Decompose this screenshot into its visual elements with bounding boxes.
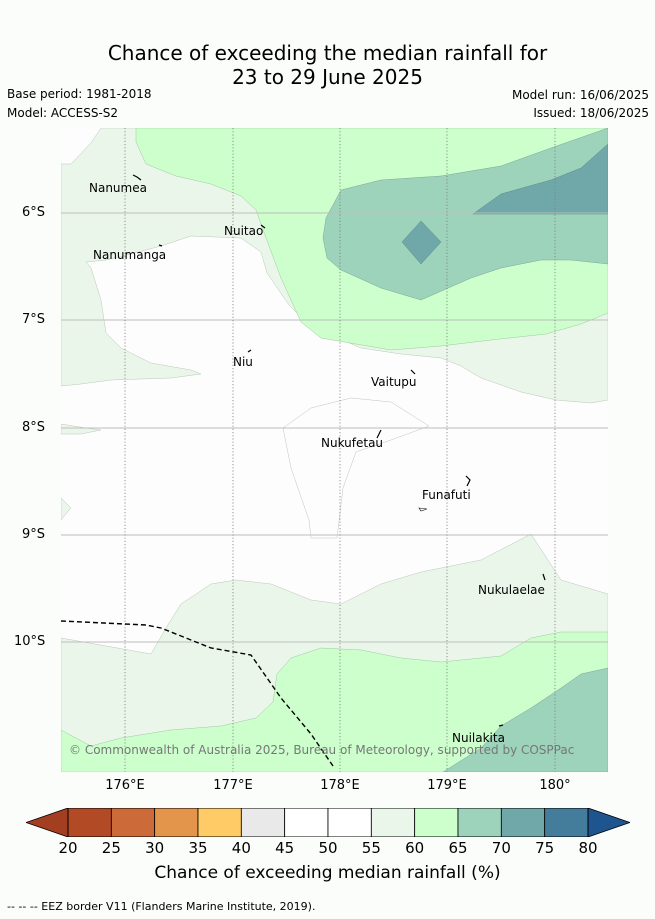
contour-65-70-south: [442, 667, 608, 772]
colorbar-tick-label: 60: [405, 839, 425, 857]
graticule-lat: [61, 212, 608, 643]
eez-legend-note: -- -- -- EEZ border V11 (Flanders Marine…: [7, 900, 316, 913]
island-funafuti-lagoon: [418, 507, 428, 512]
colorbar-cell: [67, 808, 112, 837]
copyright-notice: © Commonwealth of Australia 2025, Bureau…: [69, 743, 575, 757]
colorbar-cell: [544, 808, 589, 837]
model-run: Model run: 16/06/2025: [511, 88, 649, 102]
lat-label-7s: 7°S: [22, 312, 46, 327]
colorbar-tick-label: 35: [188, 839, 208, 857]
island-nanumanga: [158, 244, 163, 247]
island-nuilakita: [498, 724, 504, 727]
lat-label-9s: 9°S: [22, 527, 46, 542]
issued-date: Issued: 18/06/2025: [533, 106, 649, 120]
rainfall-map: [61, 128, 608, 772]
contour-west-sliver-1: [61, 423, 102, 435]
colorbar-tick-label: 75: [535, 839, 555, 857]
lon-label-179e: 179°E: [427, 778, 467, 793]
colorbar-tick-label: 45: [275, 839, 295, 857]
base-period: Base period: 1981-2018: [7, 87, 152, 101]
colorbar-tick-label: 40: [231, 839, 251, 857]
colorbar-cell: [327, 808, 372, 837]
place-label-funafuti: Funafuti: [422, 488, 471, 502]
colorbar-frame: [67, 808, 589, 837]
colorbar-tick-label: 70: [491, 839, 511, 857]
lon-label-176e: 176°E: [105, 778, 145, 793]
place-label-nuitao: Nuitao: [224, 224, 264, 238]
colorbar: [26, 808, 630, 837]
island-vaitupu: [410, 369, 416, 375]
colorbar-cell: [284, 808, 329, 837]
lat-label-6s: 6°S: [22, 205, 46, 220]
contour-west-sliver-2: [61, 497, 72, 521]
lat-label-10s: 10°S: [14, 634, 46, 649]
contour-50-55-central: [282, 397, 430, 539]
colorbar-tick-label: 25: [101, 839, 121, 857]
place-label-nukufetau: Nukufetau: [321, 436, 384, 450]
place-label-niu: Niu: [233, 355, 253, 369]
colorbar-tick-label: 55: [361, 839, 381, 857]
colorbar-cell: [414, 808, 459, 837]
colorbar-cell: [197, 808, 242, 837]
place-label-nuilakita: Nuilakita: [452, 731, 505, 745]
colorbar-cell: [500, 808, 546, 837]
lon-label-178e: 178°E: [320, 778, 360, 793]
colorbar-label: Chance of exceeding median rainfall (%): [154, 863, 501, 883]
colorbar-tick-label: 20: [58, 839, 78, 857]
island-nukufetau: [376, 429, 382, 439]
place-label-vaitupu: Vaitupu: [371, 375, 417, 389]
map-title-line2: 23 to 29 June 2025: [232, 65, 423, 89]
place-label-nukulaelae: Nukulaelae: [478, 583, 545, 597]
contour-65-70-north: [322, 128, 608, 301]
island-niu: [247, 349, 252, 353]
contour-70-75-east: [472, 143, 608, 215]
place-label-nanumanga: Nanumanga: [93, 248, 167, 262]
model-name: Model: ACCESS-S2: [7, 106, 119, 120]
lon-label-180: 180°: [539, 778, 571, 793]
contour-70-75-diamond: [401, 220, 442, 265]
colorbar-cell: [110, 808, 156, 837]
island-nukulaelae: [542, 573, 546, 581]
colorbar-cell: [240, 808, 286, 837]
place-label-nanumea: Nanumea: [89, 181, 147, 195]
colorbar-tick-label: 80: [578, 839, 598, 857]
colorbar-cell: [457, 808, 502, 837]
lat-label-8s: 8°S: [22, 420, 46, 435]
colorbar-under-arrow: [26, 808, 69, 837]
colorbar-cell: [370, 808, 416, 837]
colorbar-tick-label: 50: [318, 839, 338, 857]
contour-60-65-south: [61, 631, 608, 772]
island-funafuti: [465, 475, 471, 487]
colorbar-tick-label: 65: [448, 839, 468, 857]
colorbar-over-arrow: [587, 808, 630, 837]
islands: [132, 174, 546, 727]
colorbar-tick-label: 30: [145, 839, 165, 857]
island-nuitao: [260, 224, 266, 229]
map-title-line1: Chance of exceeding the median rainfall …: [107, 41, 548, 65]
colorbar-cell: [154, 808, 199, 837]
lon-label-177e: 177°E: [213, 778, 253, 793]
island-nanumea: [132, 174, 142, 181]
